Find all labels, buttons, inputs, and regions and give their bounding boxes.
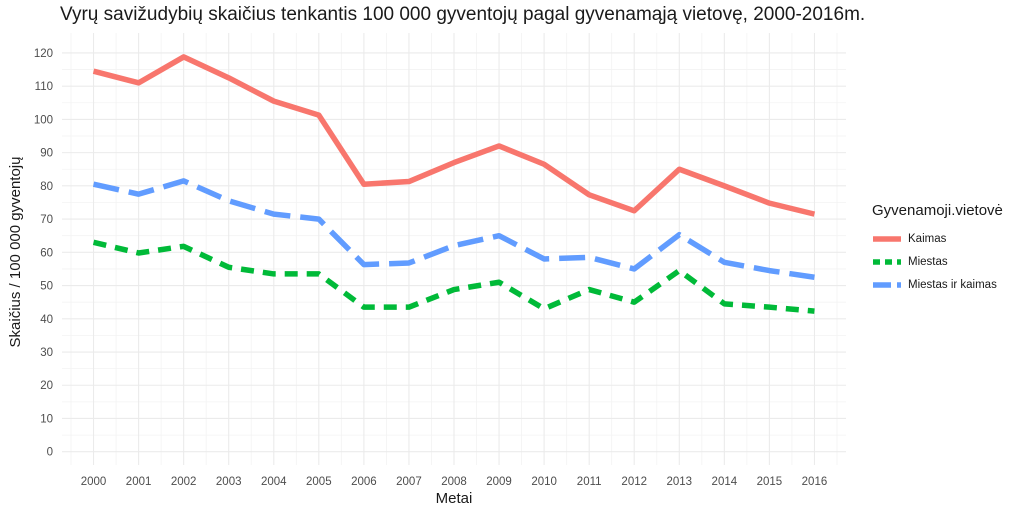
y-tick-label: 0 (47, 447, 53, 459)
y-tick-label: 30 (40, 347, 53, 359)
legend-label: Kaimas (908, 232, 947, 245)
y-axis-ticks: 0 10 20 30 40 50 60 70 80 90 100 110 120 (34, 48, 53, 459)
x-tick-label: 2012 (621, 476, 647, 488)
y-tick-label: 10 (40, 413, 53, 425)
x-tick-label: 2014 (712, 476, 738, 488)
legend-item-miestas: Miestas (872, 250, 1003, 273)
x-tick-label: 2002 (171, 476, 197, 488)
x-tick-label: 2007 (396, 476, 422, 488)
legend-label: Miestas ir kaimas (908, 278, 997, 291)
y-axis-title: Skaičius / 100 000 gyventojų (7, 157, 24, 348)
legend-item-kaimas: Kaimas (872, 227, 1003, 250)
y-tick-label: 110 (35, 81, 53, 93)
y-tick-label: 40 (40, 314, 53, 326)
legend-key (872, 234, 902, 244)
y-tick-label: 100 (34, 114, 53, 126)
y-tick-label: 80 (40, 181, 53, 193)
legend-title: Gyvenamoji.vietovė (872, 202, 1003, 219)
x-axis-ticks: 2000 2001 2002 2003 2004 2005 2006 2007 2008 2009… (81, 476, 828, 488)
x-tick-label: 2010 (531, 476, 557, 488)
y-tick-label: 90 (40, 148, 53, 160)
x-tick-label: 2008 (441, 476, 467, 488)
x-tick-label: 2013 (666, 476, 692, 488)
x-axis-title: Metai (436, 490, 473, 507)
x-tick-label: 2011 (577, 476, 602, 488)
y-tick-label: 120 (34, 48, 53, 60)
legend-item-miestas-ir-kaimas: Miestas ir kaimas (872, 273, 1003, 296)
y-tick-label: 70 (40, 214, 53, 226)
series-line-miestas (92, 239, 815, 314)
legend-key (872, 280, 902, 290)
y-tick-label: 50 (40, 281, 53, 293)
legend-key (872, 257, 902, 267)
x-tick-label: 2003 (216, 476, 242, 488)
series-lines (92, 54, 816, 314)
legend-items: Kaimas Miestas Miestas ir kaimas (872, 227, 1003, 296)
legend-label: Miestas (908, 255, 948, 268)
chart-title: Vyrų savižudybių skaičius tenkantis 100 … (60, 4, 866, 25)
x-tick-label: 2001 (126, 476, 152, 488)
grid-major (62, 33, 846, 465)
series-line-kaimas (92, 54, 816, 217)
x-tick-label: 2015 (757, 476, 783, 488)
y-tick-label: 60 (40, 247, 53, 259)
legend: Gyvenamoji.vietovė Kaimas Miestas Miestas … (872, 202, 1003, 296)
x-tick-label: 2006 (351, 476, 377, 488)
x-tick-label: 2016 (802, 476, 828, 488)
x-tick-label: 2005 (306, 476, 332, 488)
x-tick-label: 2004 (261, 476, 287, 488)
series-line-miestas-ir-kaimas (92, 178, 815, 280)
x-tick-label: 2009 (486, 476, 512, 488)
y-tick-label: 20 (40, 380, 53, 392)
x-tick-label: 2000 (81, 476, 107, 488)
